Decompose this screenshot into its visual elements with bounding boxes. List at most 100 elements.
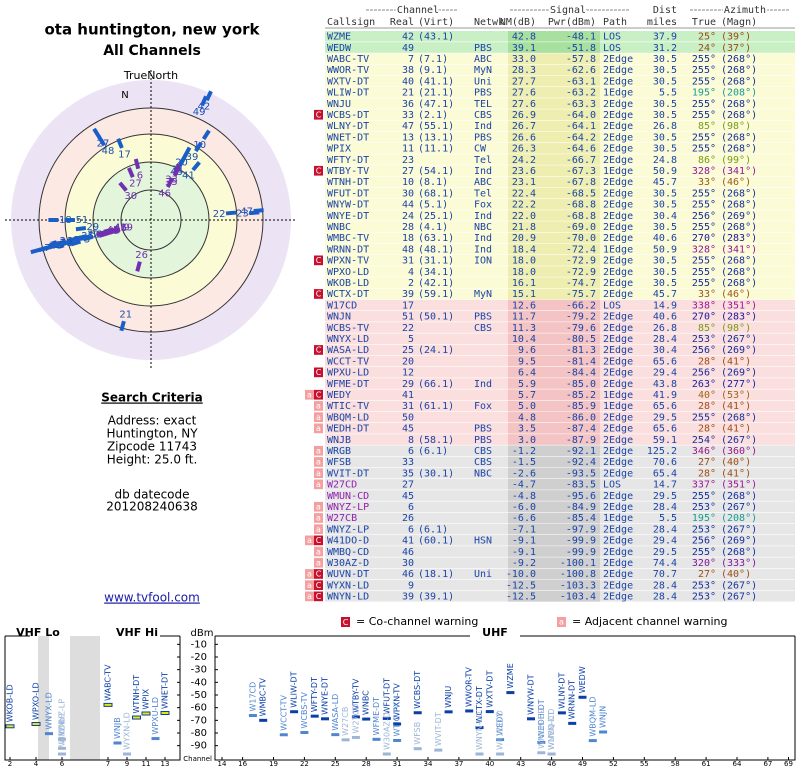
cell: 85° xyxy=(698,323,716,334)
cell: 2Edge xyxy=(603,435,633,446)
cell: (269°) xyxy=(721,368,757,379)
channel-tag: 29 xyxy=(86,222,99,233)
cell: WNYZ-LP xyxy=(327,524,369,535)
cell: (360°) xyxy=(721,446,757,457)
cell: -79.6 xyxy=(566,323,596,334)
cell: 2Edge xyxy=(603,99,633,110)
signal-bar xyxy=(351,715,360,719)
cell: WABC-TV xyxy=(327,54,369,65)
cell: W17CD xyxy=(327,300,357,311)
cell: -51.8 xyxy=(566,43,596,54)
channel-tag: 6 xyxy=(137,171,143,182)
nm-bg xyxy=(508,210,600,221)
nm-bg xyxy=(508,42,600,53)
nm-bg xyxy=(508,557,600,568)
cell: 2Edge xyxy=(603,278,633,289)
cell: 30.5 xyxy=(653,132,677,143)
cell: 40.6 xyxy=(653,233,677,244)
cell: 50.9 xyxy=(653,166,677,177)
cell: (11.1) xyxy=(418,144,454,155)
x-tick-label: 19 xyxy=(269,760,278,768)
nm-bg xyxy=(508,568,600,580)
nm-bg xyxy=(508,255,600,266)
cell: 263° xyxy=(692,379,716,390)
cell: 35 xyxy=(402,468,414,479)
warn-icon-text: a xyxy=(316,424,321,433)
cell: 46 xyxy=(402,547,414,558)
search-line: Height: 25.0 ft. xyxy=(107,453,198,467)
cell: 30.5 xyxy=(653,110,677,121)
cell: 256° xyxy=(692,536,716,547)
cell: (268°) xyxy=(721,267,757,278)
cell: 2Edge xyxy=(603,267,633,278)
warn-icon-text: a xyxy=(316,413,321,422)
signal-bar xyxy=(485,710,494,714)
cell: 28.4 xyxy=(653,334,677,345)
signal-label: WWOR-TV xyxy=(465,667,474,707)
cell: -72.4 xyxy=(566,244,596,255)
cell: 2Edge xyxy=(603,547,633,558)
x-tick-label: 43 xyxy=(516,760,525,768)
cell: 50 xyxy=(402,412,414,423)
cell: 30.5 xyxy=(653,222,677,233)
cell: WNYX-LD xyxy=(327,334,369,345)
signal-label: WPIX xyxy=(142,688,151,709)
cell: (46°) xyxy=(721,177,751,188)
warn-icon-text: C xyxy=(316,256,322,265)
cell: 39.1 xyxy=(512,43,536,54)
warn-icon xyxy=(305,389,314,400)
group-header: Dist xyxy=(653,5,677,16)
cell: 26.6 xyxy=(512,132,536,143)
cell: WCBS-TV xyxy=(327,323,369,334)
warn-icon xyxy=(314,479,323,490)
cell: 328° xyxy=(692,244,716,255)
x-tick-label: 13 xyxy=(161,760,170,768)
warn-icon xyxy=(314,289,323,299)
cell: 28° xyxy=(698,468,716,479)
nm-bg xyxy=(508,389,600,400)
warn-icon xyxy=(305,591,314,602)
nm-bg xyxy=(508,479,600,490)
link[interactable]: www.tvfool.com xyxy=(104,591,200,605)
cell: (4.1) xyxy=(418,222,448,233)
signal-bar xyxy=(362,717,371,721)
warn-icon xyxy=(314,367,323,378)
cell: -87.4 xyxy=(566,424,596,435)
warn-icon xyxy=(314,513,323,523)
cell: (268°) xyxy=(721,188,757,199)
cell: -72.9 xyxy=(566,256,596,267)
signal-label: WCBS-DT xyxy=(413,671,422,709)
cell: PBS xyxy=(474,424,492,435)
cell: 29.4 xyxy=(653,368,677,379)
x-tick-label: 67 xyxy=(763,760,772,768)
warn-icon-text: C xyxy=(316,592,322,601)
direction-mark xyxy=(249,210,260,216)
cell: 9.5 xyxy=(518,356,536,367)
nm-bg xyxy=(508,523,600,535)
cell: WXTV-DT xyxy=(327,76,369,87)
search-title: Search Criteria xyxy=(101,391,202,405)
x-tick-label: 6 xyxy=(60,760,65,768)
cell: 11.3 xyxy=(512,323,536,334)
cell: 5.7 xyxy=(518,390,536,401)
nm-bg xyxy=(508,490,600,501)
cell: (53°) xyxy=(721,390,751,401)
cell: 2Edge xyxy=(603,536,633,547)
cell: 33.0 xyxy=(512,54,536,65)
signal-bar xyxy=(331,733,340,737)
signal-bar xyxy=(103,702,113,707)
cell: 18.0 xyxy=(512,267,536,278)
cell: W27CD xyxy=(327,480,357,491)
cell: -66.7 xyxy=(566,155,596,166)
signal-bar xyxy=(58,752,66,756)
warn-icon-text: C xyxy=(316,368,322,377)
cell: 30.4 xyxy=(653,211,677,222)
cell: 1Edge xyxy=(603,166,633,177)
cell: (46°) xyxy=(721,289,751,300)
cell: 41 xyxy=(402,390,414,401)
cell: ABC xyxy=(474,54,492,65)
signal-label: WPXU-LD xyxy=(151,697,160,735)
channel-tag: 9 xyxy=(123,222,129,233)
cell: 254° xyxy=(692,435,716,446)
cell: 5 xyxy=(408,334,414,345)
